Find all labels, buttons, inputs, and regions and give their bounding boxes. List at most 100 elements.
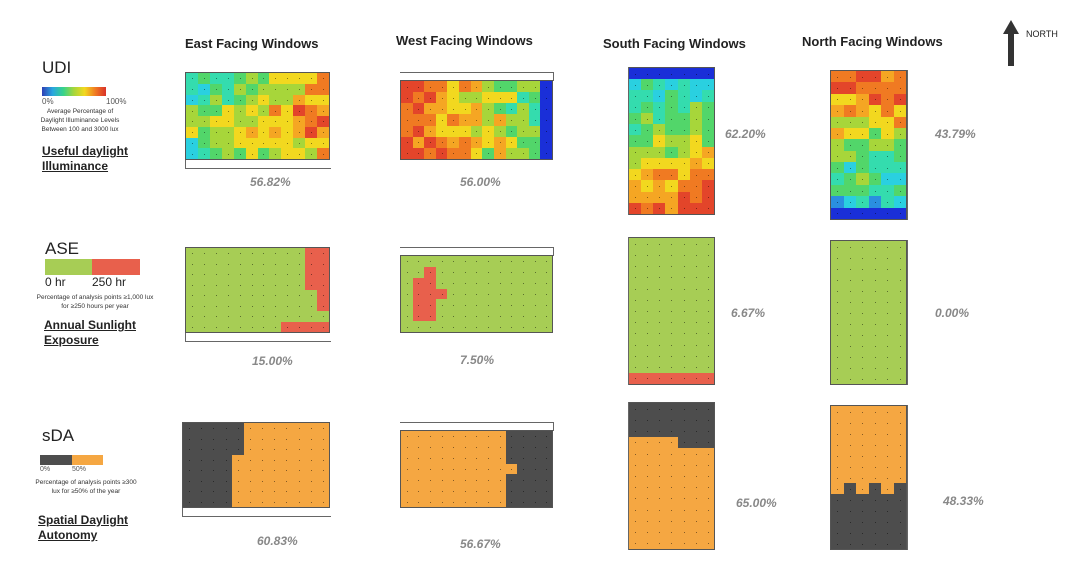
map-cell bbox=[209, 126, 222, 138]
map-cell bbox=[195, 423, 208, 434]
map-cell bbox=[843, 196, 856, 208]
map-cell bbox=[653, 425, 666, 437]
map-cell bbox=[470, 431, 483, 442]
map-cell bbox=[245, 248, 258, 259]
map-cell bbox=[281, 300, 294, 311]
map-cell bbox=[435, 277, 448, 289]
map-cell bbox=[233, 248, 246, 259]
map-cell bbox=[233, 311, 246, 322]
map-cell bbox=[317, 248, 329, 259]
map-cell bbox=[677, 339, 690, 351]
map-cell bbox=[629, 135, 642, 147]
map-cell bbox=[629, 447, 642, 460]
map-cell bbox=[183, 496, 196, 507]
map-cell bbox=[843, 252, 856, 263]
map-cell bbox=[893, 538, 906, 549]
map-cell bbox=[893, 116, 906, 128]
map-cell bbox=[540, 256, 552, 267]
map-cell bbox=[293, 126, 306, 138]
map-cell bbox=[677, 146, 690, 158]
map-cell bbox=[893, 196, 906, 208]
ase-value-west: 7.50% bbox=[460, 353, 495, 367]
map-cell bbox=[641, 294, 654, 306]
map-cell bbox=[653, 79, 666, 91]
map-cell bbox=[231, 423, 244, 434]
udi-map-west bbox=[400, 80, 553, 160]
map-cell bbox=[470, 310, 483, 322]
map-cell bbox=[856, 105, 869, 117]
map-cell bbox=[677, 470, 690, 482]
map-cell bbox=[207, 423, 220, 434]
map-cell bbox=[677, 294, 690, 306]
map-cell bbox=[843, 184, 856, 197]
map-cell bbox=[540, 103, 552, 115]
map-cell bbox=[207, 444, 220, 455]
map-cell bbox=[868, 116, 881, 128]
map-cell bbox=[665, 339, 678, 351]
map-cell bbox=[629, 526, 642, 538]
map-cell bbox=[540, 441, 552, 453]
map-cell bbox=[641, 403, 654, 415]
map-cell bbox=[881, 105, 894, 117]
map-cell bbox=[629, 515, 642, 527]
map-cell bbox=[482, 266, 494, 278]
ase-value-east: 15.00% bbox=[252, 354, 293, 368]
map-cell bbox=[459, 277, 471, 289]
map-cell bbox=[831, 93, 844, 106]
map-cell bbox=[505, 81, 518, 93]
map-cell bbox=[528, 321, 541, 332]
map-cell bbox=[243, 454, 256, 465]
map-cell bbox=[505, 299, 518, 311]
map-cell bbox=[447, 81, 460, 93]
map-cell bbox=[256, 454, 269, 465]
map-cell bbox=[689, 238, 702, 250]
map-cell bbox=[221, 290, 234, 301]
map-cell bbox=[881, 307, 894, 318]
map-cell bbox=[280, 423, 293, 434]
map-cell bbox=[195, 496, 208, 507]
map-cell bbox=[653, 470, 666, 482]
map-cell bbox=[505, 147, 518, 159]
map-cell bbox=[843, 439, 856, 450]
map-cell bbox=[268, 475, 281, 486]
map-cell bbox=[505, 288, 518, 300]
map-cell bbox=[269, 73, 282, 84]
map-cell bbox=[293, 148, 306, 159]
map-cell bbox=[493, 136, 506, 148]
map-cell bbox=[305, 269, 318, 280]
map-cell bbox=[459, 266, 471, 278]
map-cell bbox=[831, 373, 844, 384]
map-cell bbox=[881, 207, 894, 219]
map-cell bbox=[689, 327, 702, 340]
map-cell bbox=[629, 339, 642, 351]
map-cell bbox=[209, 248, 222, 259]
map-cell bbox=[292, 444, 305, 455]
map-cell bbox=[701, 112, 714, 125]
map-cell bbox=[893, 307, 906, 318]
udi-legend-min: 0% bbox=[42, 97, 54, 106]
map-cell bbox=[653, 282, 666, 295]
map-cell bbox=[881, 340, 894, 351]
map-cell bbox=[245, 73, 258, 84]
map-cell bbox=[893, 472, 906, 483]
map-cell bbox=[459, 496, 471, 507]
map-cell bbox=[831, 329, 844, 340]
map-cell bbox=[528, 310, 541, 322]
udi-map-north bbox=[830, 70, 907, 220]
map-cell bbox=[435, 288, 448, 300]
map-cell bbox=[677, 260, 690, 272]
map-cell bbox=[689, 191, 702, 203]
map-cell bbox=[677, 202, 690, 214]
map-cell bbox=[233, 321, 246, 332]
map-cell bbox=[881, 252, 894, 263]
map-cell bbox=[856, 139, 869, 151]
map-cell bbox=[459, 136, 471, 148]
map-cell bbox=[401, 485, 413, 497]
map-cell bbox=[856, 538, 869, 549]
map-cell bbox=[856, 450, 869, 461]
map-cell bbox=[831, 274, 844, 285]
map-cell bbox=[843, 362, 856, 373]
map-cell bbox=[292, 465, 305, 476]
map-cell bbox=[856, 483, 869, 494]
map-cell bbox=[856, 318, 869, 329]
